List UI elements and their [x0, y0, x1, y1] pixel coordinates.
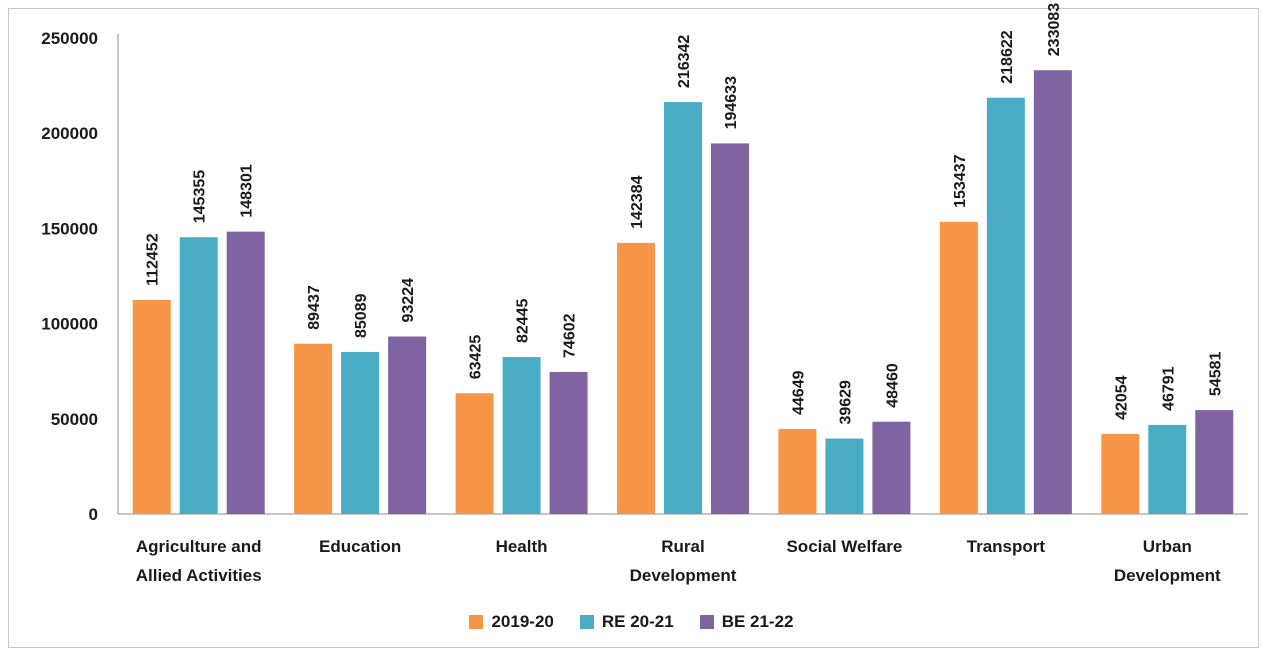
- data-label: 145355: [192, 170, 209, 223]
- y-tick-label: 100000: [41, 315, 98, 334]
- data-label: 89437: [306, 285, 323, 330]
- category-label-agriculture-and-allied-activities: Agriculture and Allied Activities: [136, 537, 262, 585]
- y-tick-label: 200000: [41, 124, 98, 143]
- data-label: 39629: [837, 380, 854, 425]
- legend-swatch-re-20-21: [579, 615, 594, 629]
- data-label: 153437: [952, 154, 969, 207]
- data-label: 48460: [884, 363, 901, 408]
- data-label: 112452: [145, 233, 162, 286]
- bar-chart: 0 50000 100000 150000 200000 250000 112452 1453…: [41, 3, 1248, 585]
- legend-label-be-21-22: BE 21-22: [721, 612, 794, 631]
- legend-item-2019-20: 2019-20: [469, 612, 554, 632]
- bar-re-20-21-health: [502, 357, 541, 514]
- legend-swatch-2019-20: [469, 615, 484, 629]
- legend-label-2019-20: 2019-20: [491, 612, 554, 631]
- data-label: 63425: [468, 335, 485, 380]
- category-label-education: Education: [319, 537, 401, 556]
- bar-re-20-21-urban-development: [1148, 424, 1187, 514]
- bar-be-21-22-agriculture-and-allied-activities: [226, 231, 265, 515]
- data-label: 142384: [629, 175, 646, 228]
- legend-swatch-be-21-22: [699, 615, 714, 629]
- data-label: 82445: [515, 298, 532, 343]
- data-label: 46791: [1160, 366, 1177, 411]
- bar-be-21-22-rural-development: [711, 143, 749, 514]
- legend-label-re-20-21: RE 20-21: [601, 612, 674, 631]
- y-tick-label: 50000: [51, 410, 98, 429]
- data-label: 85089: [353, 293, 370, 338]
- y-tick-label: 0: [89, 505, 98, 524]
- bar-be-21-22-health: [549, 371, 588, 514]
- bar-2019-20-agriculture-and-allied-activities: [132, 299, 171, 514]
- bar-be-21-22-social-welfare: [872, 421, 911, 514]
- category-label-rural-development: Rural Development: [630, 537, 737, 585]
- data-label: 148301: [239, 164, 256, 217]
- bar-2019-20-education: [294, 343, 333, 514]
- bar-re-20-21-rural-development: [664, 102, 702, 514]
- data-label: 74602: [562, 313, 579, 358]
- data-label: 44649: [790, 370, 807, 415]
- bar-be-21-22-transport: [1033, 70, 1072, 515]
- bar-2019-20-transport: [939, 221, 978, 514]
- category-label-social-welfare: Social Welfare: [786, 537, 902, 556]
- data-label: 218622: [999, 30, 1016, 83]
- bar-re-20-21-social-welfare: [825, 438, 864, 514]
- bar-re-20-21-education: [341, 351, 380, 514]
- bar-be-21-22-urban-development: [1195, 410, 1234, 514]
- chart-legend: 2019-20 RE 20-21 BE 21-22: [0, 612, 1263, 632]
- bar-2019-20-urban-development: [1101, 433, 1140, 514]
- data-label: 93224: [400, 278, 417, 323]
- data-label: 42054: [1113, 375, 1130, 420]
- bar-2019-20-rural-development: [617, 242, 655, 514]
- y-tick-label: 150000: [41, 219, 98, 238]
- category-label-health: Health: [496, 537, 548, 556]
- data-label: 233083: [1046, 3, 1063, 56]
- legend-item-be-21-22: BE 21-22: [699, 612, 794, 632]
- bar-re-20-21-transport: [986, 97, 1025, 514]
- data-label: 194633: [723, 76, 740, 129]
- y-tick-label: 250000: [41, 29, 98, 48]
- legend-item-re-20-21: RE 20-21: [579, 612, 674, 632]
- data-label: 216342: [676, 35, 693, 88]
- bar-2019-20-social-welfare: [778, 428, 817, 514]
- category-label-urban-development: Urban Development: [1114, 537, 1221, 585]
- category-label-transport: Transport: [967, 537, 1046, 556]
- bar-re-20-21-agriculture-and-allied-activities: [179, 237, 218, 514]
- data-label: 54581: [1207, 351, 1224, 396]
- bar-be-21-22-education: [388, 336, 427, 514]
- bar-2019-20-health: [455, 393, 494, 514]
